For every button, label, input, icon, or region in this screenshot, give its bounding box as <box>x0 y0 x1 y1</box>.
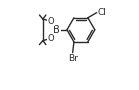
Text: Br: Br <box>68 54 78 63</box>
Text: O: O <box>48 17 54 26</box>
Text: O: O <box>48 34 54 43</box>
Text: Cl: Cl <box>97 8 106 17</box>
Text: B: B <box>54 25 60 35</box>
